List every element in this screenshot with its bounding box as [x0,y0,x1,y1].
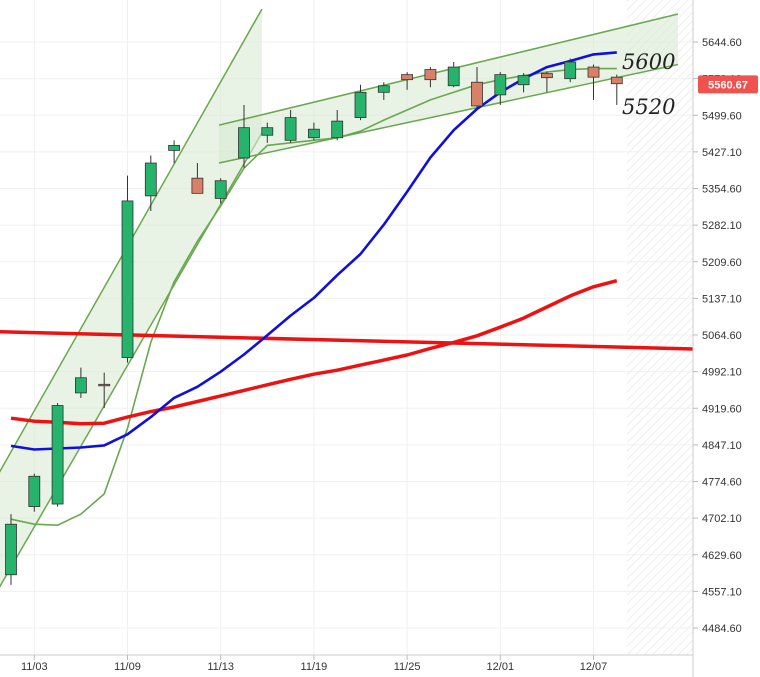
y-tick-label: 5499.60 [702,110,742,122]
candles [5,58,623,585]
y-tick-label: 4702.10 [702,513,742,525]
candle-body [51,405,64,505]
candle-body [587,66,600,78]
x-tick-label: 11/25 [394,661,421,673]
y-tick-label: 5209.60 [702,257,742,269]
y-tick-label: 4557.10 [702,586,742,598]
candle-body [75,377,87,394]
moving-averages [0,51,694,451]
y-tick-label: 4919.60 [702,403,742,415]
candle-body [28,475,41,507]
candle-body [564,61,577,80]
candle-body [168,144,181,151]
y-tick-label: 5137.10 [702,293,742,305]
candle-body [541,73,553,79]
candle-body [331,120,344,139]
candle-body [354,91,367,118]
y-tick-label: 4847.10 [702,440,742,452]
x-tick-label: 11/03 [21,661,48,673]
y-tick-label: 4774.60 [702,477,742,489]
candle-body [98,383,111,387]
candle-body [447,66,460,87]
y-axis-ticks: 5644.605572.105499.605427.105354.605282.… [693,37,742,635]
y-tick-label: 5644.60 [702,37,742,49]
x-tick-label: 11/13 [207,661,234,673]
y-tick-label: 4629.60 [702,550,742,562]
candle-body [214,180,227,199]
upper-channel-lower-line [218,63,679,164]
last-price-label: 5560.67 [708,79,748,91]
x-tick-label: 12/07 [580,661,608,673]
candle-body [284,117,297,141]
x-tick-label: 11/09 [114,661,141,673]
y-tick-label: 5354.60 [702,184,742,196]
y-tick-label: 5282.10 [702,220,742,232]
candle-body [377,85,390,93]
annotation-5520: 5520 [622,95,675,119]
handwritten-annotations: 5600 5520 [622,50,675,119]
y-tick-label: 4992.10 [702,367,742,379]
candle-body [517,75,530,86]
long-ma-line [0,330,694,351]
x-axis-ticks: 11/03 11/09 11/13 11/19 11/25 12/01 12/07 [21,655,607,673]
short-ma-line [10,51,617,451]
last-price-badge: 5560.67 [698,75,758,94]
x-tick-label: 11/19 [301,661,328,673]
candle-body [261,127,274,136]
annotation-5600: 5600 [622,50,675,74]
last-price-badge-bg [698,75,758,94]
candle-body [424,69,437,81]
candle-body [471,81,483,107]
candle-body [401,74,414,81]
candle-body [307,128,320,139]
y-tick-label: 5064.60 [702,330,742,342]
mid-ma-line [10,279,618,426]
y-tick-label: 4484.60 [702,623,742,635]
future-area-hatch [627,0,693,655]
x-tick-label: 12/01 [487,661,515,673]
candle-body [494,74,507,96]
y-tick-label: 5427.10 [702,147,742,159]
candle-body [144,162,157,197]
candle-body [191,177,204,194]
candle-body [238,127,250,159]
candle-body [121,200,134,358]
candle-body [610,76,623,85]
candle-body [5,523,17,576]
